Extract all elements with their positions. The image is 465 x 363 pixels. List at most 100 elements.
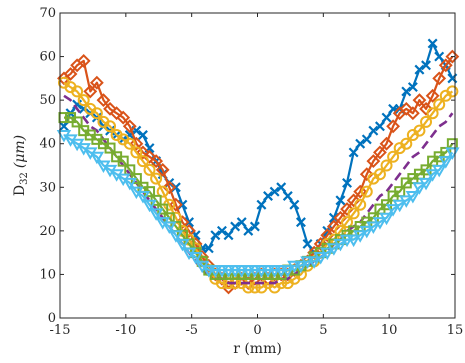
data-point-diamond-marker	[412, 93, 427, 108]
data-point-x-marker	[342, 177, 353, 188]
data-point-triangle-marker	[293, 260, 309, 274]
data-point-x-marker	[223, 230, 234, 241]
data-point-x-marker	[249, 221, 260, 232]
data-point-diamond-marker	[373, 145, 387, 160]
data-point-circle-marker	[380, 159, 393, 172]
data-point-triangle-marker	[333, 238, 348, 252]
data-point-diamond-marker	[379, 136, 394, 151]
data-point-circle-marker	[104, 120, 117, 133]
data-point-diamond-marker	[359, 167, 374, 182]
data-point-diamond-marker	[83, 84, 98, 99]
data-point-triangle-marker	[122, 177, 138, 191]
data-point-x-marker	[427, 38, 438, 49]
y-tick-label: 20	[39, 224, 56, 239]
data-point-triangle-marker	[379, 212, 394, 226]
data-point-diamond-marker	[89, 75, 104, 90]
data-point-x-marker	[282, 191, 293, 201]
data-point-diamond-marker	[175, 215, 190, 230]
data-point-diamond-marker	[425, 88, 440, 103]
y-tick-label: 30	[39, 180, 56, 195]
data-point-triangle-marker	[425, 169, 440, 182]
y-tick-label: 40	[39, 137, 56, 152]
data-point-circle-marker	[420, 115, 433, 128]
data-point-diamond-marker	[116, 110, 131, 125]
data-point-triangle-marker	[399, 195, 414, 208]
x-tick-label: 15	[447, 323, 464, 338]
data-point-triangle-marker	[188, 252, 203, 265]
data-point-diamond-marker	[419, 101, 433, 116]
data-point-diamond-marker	[142, 149, 157, 164]
series-line	[63, 81, 454, 289]
data-point-x-marker	[361, 134, 372, 145]
data-point-x-marker	[302, 238, 313, 249]
series-6	[56, 130, 460, 278]
data-point-diamond-marker	[445, 49, 460, 64]
data-point-circle-marker	[426, 107, 439, 120]
data-point-diamond-marker	[182, 223, 196, 238]
data-point-circle-marker	[248, 281, 261, 294]
data-point-diamond-marker	[399, 101, 414, 116]
data-point-circle-marker	[347, 207, 360, 220]
data-point-x-marker	[434, 51, 445, 62]
data-point-triangle-marker	[175, 238, 190, 252]
y-axis-label-subscript: 32	[19, 172, 30, 185]
data-point-diamond-marker	[438, 58, 453, 73]
series-3	[57, 76, 459, 294]
data-point-triangle-marker	[438, 156, 454, 169]
data-point-square-marker	[117, 155, 129, 167]
data-point-square-marker	[104, 142, 116, 154]
series-1	[58, 38, 458, 258]
data-point-triangle-marker	[148, 208, 164, 221]
data-point-circle-marker	[446, 85, 459, 98]
series-2	[57, 49, 460, 295]
data-point-x-marker	[210, 230, 221, 241]
data-point-triangle-marker	[162, 221, 177, 234]
data-point-diamond-marker	[162, 180, 177, 195]
data-point-diamond-marker	[313, 237, 328, 251]
y-tick-label: 10	[39, 267, 56, 282]
data-point-diamond-marker	[432, 71, 447, 86]
data-point-x-marker	[407, 82, 418, 93]
data-point-x-marker	[368, 125, 379, 136]
data-point-diamond-marker	[320, 228, 335, 243]
data-point-circle-marker	[150, 172, 163, 185]
data-point-circle-marker	[373, 168, 386, 181]
data-point-diamond-marker	[386, 119, 401, 134]
data-point-circle-marker	[77, 94, 90, 107]
data-point-x-marker	[414, 64, 425, 75]
y-tick-label: 60	[39, 50, 56, 65]
data-point-diamond-marker	[340, 202, 354, 216]
data-point-triangle-marker	[372, 217, 388, 230]
data-point-diamond-marker	[168, 197, 183, 212]
data-point-x-marker	[269, 186, 280, 197]
chart-marks	[56, 38, 460, 295]
data-point-square-marker	[58, 112, 70, 124]
data-point-square-marker	[71, 116, 83, 128]
data-point-triangle-marker	[142, 199, 157, 213]
data-point-circle-marker	[90, 107, 103, 120]
series-4	[63, 94, 454, 285]
data-point-x-marker	[289, 199, 300, 210]
data-point-triangle-marker	[412, 182, 427, 195]
x-axis-label: r (mm)	[233, 341, 282, 357]
data-point-diamond-marker	[326, 219, 341, 234]
data-point-diamond-marker	[149, 154, 164, 169]
x-tick-label: -5	[185, 323, 198, 338]
data-point-diamond-marker	[155, 162, 170, 177]
data-point-x-marker	[381, 112, 392, 123]
y-tick-label: 50	[39, 93, 56, 108]
data-point-triangle-marker	[89, 151, 105, 165]
data-point-x-marker	[256, 199, 267, 210]
data-point-triangle-marker	[135, 191, 151, 204]
data-point-triangle-marker	[392, 199, 407, 213]
data-point-triangle-marker	[326, 243, 342, 256]
data-point-triangle-marker	[385, 204, 401, 217]
data-point-circle-marker	[433, 98, 446, 111]
data-point-diamond-marker	[405, 106, 420, 121]
data-point-x-marker	[236, 217, 247, 228]
x-tick-label: -15	[50, 323, 71, 338]
data-point-triangle-marker	[280, 265, 296, 278]
data-point-x-marker	[276, 182, 287, 193]
data-point-x-marker	[58, 121, 69, 132]
